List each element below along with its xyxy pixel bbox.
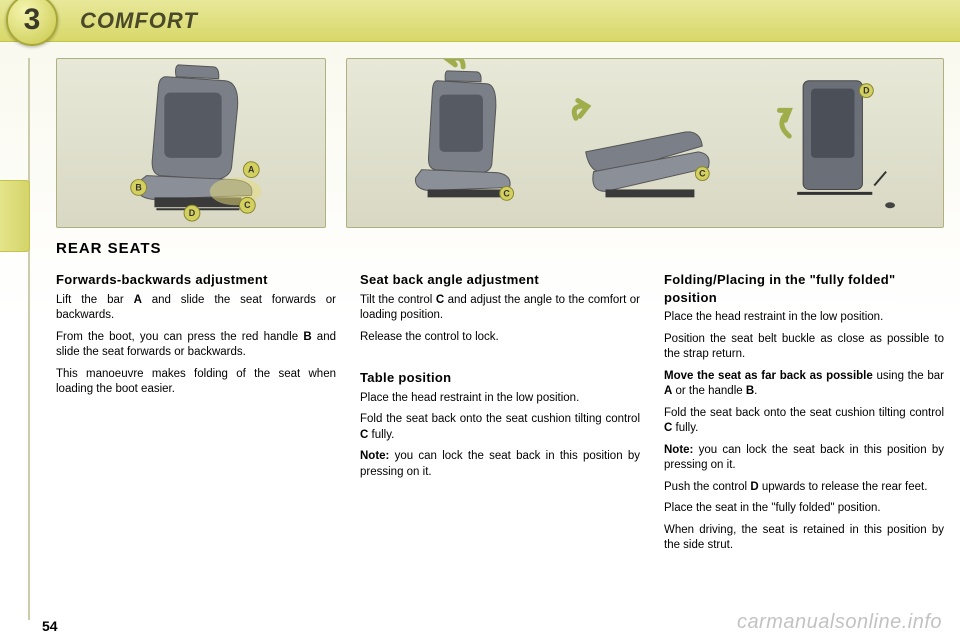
label-c: C bbox=[244, 200, 251, 210]
col3-p7: Place the seat in the "fully folded" pos… bbox=[664, 501, 944, 517]
col3-p2: Position the seat belt buckle as close a… bbox=[664, 332, 944, 363]
col2-heading1: Seat back angle adjustment bbox=[360, 271, 640, 289]
col2-p1: Tilt the control C and adjust the angle … bbox=[360, 293, 640, 324]
section-title: REAR SEATS bbox=[56, 240, 944, 257]
manual-page: 3 COMFORT bbox=[0, 0, 960, 640]
col1-p2: From the boot, you can press the red han… bbox=[56, 330, 336, 361]
label-d: D bbox=[189, 208, 196, 218]
thumb-tab bbox=[0, 180, 30, 252]
figure-seat-folding: C C bbox=[346, 58, 944, 228]
figure-row: A B C D C bbox=[56, 58, 944, 228]
col3-p8: When driving, the seat is retained in th… bbox=[664, 523, 944, 554]
col3-p4: Fold the seat back onto the seat cushion… bbox=[664, 406, 944, 437]
col2-p5: Note: you can lock the seat back in this… bbox=[360, 449, 640, 480]
text-columns: Forwards-backwards adjustment Lift the b… bbox=[56, 271, 944, 560]
chapter-title: COMFORT bbox=[80, 8, 198, 34]
column-1: Forwards-backwards adjustment Lift the b… bbox=[56, 271, 336, 560]
col2-heading2: Table position bbox=[360, 369, 640, 387]
col3-heading: Folding/Placing in the "fully folded" po… bbox=[664, 271, 944, 306]
chapter-header: 3 COMFORT bbox=[0, 0, 960, 42]
page-content: A B C D C bbox=[56, 58, 944, 620]
column-3: Folding/Placing in the "fully folded" po… bbox=[664, 271, 944, 560]
label-c2: C bbox=[699, 169, 706, 179]
col1-p1: Lift the bar A and slide the seat forwar… bbox=[56, 293, 336, 324]
figure-seat-adjust: A B C D bbox=[56, 58, 326, 228]
col3-p3: Move the seat as far back as possible us… bbox=[664, 369, 944, 400]
col3-p6: Push the control D upwards to release th… bbox=[664, 480, 944, 496]
col2-p4: Fold the seat back onto the seat cushion… bbox=[360, 412, 640, 443]
col3-p5: Note: you can lock the seat back in this… bbox=[664, 443, 944, 474]
label-d2: D bbox=[863, 86, 870, 96]
label-a: A bbox=[248, 165, 255, 175]
label-b: B bbox=[135, 182, 141, 192]
margin-line bbox=[28, 58, 30, 620]
chapter-number: 3 bbox=[24, 3, 41, 37]
page-number: 54 bbox=[42, 618, 58, 634]
watermark: carmanualsonline.info bbox=[737, 611, 942, 634]
col3-p1: Place the head restraint in the low posi… bbox=[664, 310, 944, 326]
col1-heading: Forwards-backwards adjustment bbox=[56, 271, 336, 289]
folding-sequence-icon: C C bbox=[347, 59, 943, 227]
col2-p3: Place the head restraint in the low posi… bbox=[360, 391, 640, 407]
chapter-number-badge: 3 bbox=[6, 0, 58, 46]
col1-p3: This manoeuvre makes folding of the seat… bbox=[56, 367, 336, 398]
col2-p2: Release the control to lock. bbox=[360, 330, 640, 346]
label-c1: C bbox=[503, 188, 510, 198]
column-2: Seat back angle adjustment Tilt the cont… bbox=[360, 271, 640, 560]
seat-diagram-icon: A B C D bbox=[57, 59, 325, 227]
